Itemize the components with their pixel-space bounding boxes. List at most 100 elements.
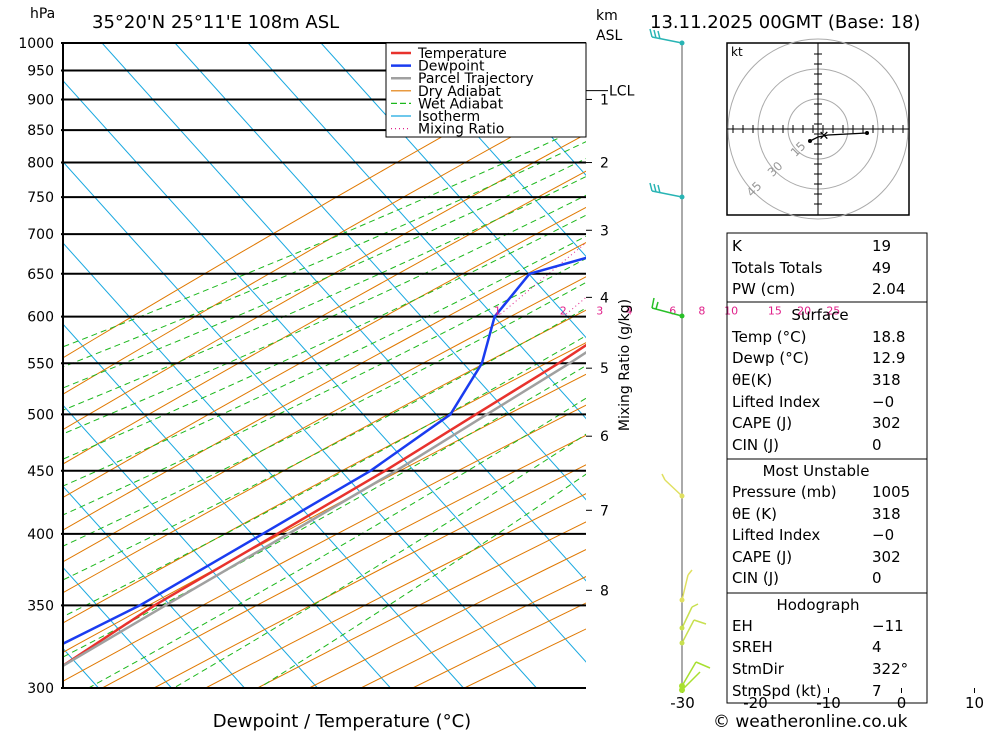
km-tick-label: 3	[600, 223, 609, 239]
asl-label: ASL	[596, 28, 622, 44]
sreh-value: 4	[872, 638, 882, 656]
storm-motion-marker-icon: ✕	[819, 129, 830, 144]
surface-li-label: Lifted Index	[732, 393, 820, 411]
legend-label: Dewpoint	[418, 59, 485, 75]
k-value: 19	[872, 237, 891, 255]
x-tick-label: -30	[670, 694, 695, 712]
km-tick-label: 7	[600, 503, 609, 519]
surface-dewp-value: 12.9	[872, 349, 905, 367]
location-title: 35°20'N 25°11'E 108m ASL	[92, 12, 339, 33]
pressure-isobars	[61, 42, 586, 689]
mixing-ratio-label: 6	[669, 305, 676, 318]
pressure-tick-label: 1000	[18, 36, 54, 52]
mixing-ratio-axis-title: Mixing Ratio (g/kg)	[617, 299, 633, 431]
km-tick-label: 2	[600, 156, 609, 172]
mixing-ratio-label: 3	[596, 305, 603, 318]
hodograph-stats-title: Hodograph	[776, 596, 859, 614]
k-label: K	[732, 237, 743, 255]
isotherm-line	[63, 566, 172, 688]
legend-label: Isotherm	[418, 109, 480, 125]
temperature-series	[63, 343, 586, 668]
legend-label: Mixing Ratio	[418, 122, 504, 138]
mixing-ratio-label: 8	[698, 305, 705, 318]
x-axis-title: Dewpoint / Temperature (°C)	[213, 711, 471, 732]
tt-label: Totals Totals	[731, 259, 823, 277]
isotherm-line	[101, 43, 586, 582]
hodograph: kt 15 30 45 ✕	[726, 38, 910, 220]
profile-series	[63, 256, 586, 668]
tt-value: 49	[872, 259, 891, 277]
surface-dewp-label: Dewp (°C)	[732, 349, 809, 367]
most-unstable-title: Most Unstable	[763, 462, 870, 480]
isotherm-line	[63, 323, 391, 688]
pressure-tick-label: 400	[27, 527, 54, 543]
pressure-tick-label: 650	[27, 267, 54, 283]
mu-li-value: −0	[872, 526, 894, 544]
hodo-point-end	[865, 131, 869, 135]
isotherm-line	[466, 43, 586, 176]
wind-barb-500	[651, 297, 685, 319]
stmspd-label: StmSpd (kt)	[732, 682, 822, 700]
mixing-ratio-label: 15	[768, 305, 782, 318]
dry-adiabat-line	[102, 434, 586, 688]
legend-label: Temperature	[417, 46, 507, 62]
mu-pressure-value: 1005	[872, 483, 910, 501]
mixing-ratio-label: 4	[625, 305, 632, 318]
hodograph-stats-box	[726, 592, 928, 704]
wind-barb-700	[661, 473, 685, 499]
mixing-ratio-label: 10	[724, 305, 738, 318]
pw-value: 2.04	[872, 280, 905, 298]
stmdir-label: StmDir	[732, 660, 785, 678]
isotherm-line	[63, 80, 586, 663]
km-tick-label: 4	[600, 290, 609, 306]
wind-barb-850	[679, 569, 693, 603]
km-tick-label: 6	[600, 429, 609, 445]
hodo-point-start	[808, 139, 812, 143]
wet-adiabat-line	[63, 307, 586, 581]
pressure-tick-label: 700	[27, 227, 54, 243]
dewpoint-series	[63, 256, 586, 646]
dry-adiabat-line	[63, 170, 586, 465]
legend-label: Parcel Trajectory	[418, 71, 534, 87]
eh-label: EH	[732, 617, 753, 635]
surface-cin-label: CIN (J)	[732, 436, 779, 454]
mu-cape-value: 302	[872, 548, 901, 566]
wind-profile	[649, 28, 711, 693]
dry-adiabat-line	[63, 276, 586, 563]
datetime-title: 13.11.2025 00GMT (Base: 18)	[650, 12, 920, 33]
sreh-label: SREH	[732, 638, 773, 656]
surface-temp-value: 18.8	[872, 328, 905, 346]
pw-label: PW (cm)	[732, 280, 795, 298]
km-tick-label: 5	[600, 361, 609, 377]
isotherm-line	[247, 43, 586, 420]
isotherm-line	[63, 161, 537, 688]
dry-adiabat-line	[63, 55, 586, 359]
surface-title: Surface	[791, 306, 848, 324]
mu-theta-value: 318	[872, 505, 901, 523]
pressure-tick-label: 750	[27, 190, 54, 206]
mu-cin-value: 0	[872, 569, 882, 587]
mixing-ratio-label: 25	[826, 305, 840, 318]
wet-adiabat-line	[63, 335, 586, 618]
mu-cin-label: CIN (J)	[732, 569, 779, 587]
dry-adiabat-line	[63, 342, 586, 624]
km-label: km	[596, 8, 618, 24]
pressure-tick-label: 550	[27, 356, 54, 372]
wet-adiabat-line	[63, 281, 586, 547]
dry-adiabat-line	[63, 373, 586, 653]
axes: 1 2 3 4 6 8 10 15 20 2530035040045050055060065070…	[18, 36, 984, 712]
isotherm-line	[63, 485, 245, 688]
pressure-tick-label: 900	[27, 92, 54, 108]
pressure-tick-label: 600	[27, 310, 54, 326]
hodo-unit: kt	[731, 45, 743, 59]
mixing-ratio-label: 20	[797, 305, 811, 318]
pressure-tick-label: 800	[27, 156, 54, 172]
dry-adiabat-line	[63, 95, 586, 395]
mu-li-label: Lifted Index	[732, 526, 820, 544]
pressure-tick-label: 450	[27, 464, 54, 480]
legend-box	[385, 42, 587, 138]
eh-value: −11	[872, 617, 904, 635]
